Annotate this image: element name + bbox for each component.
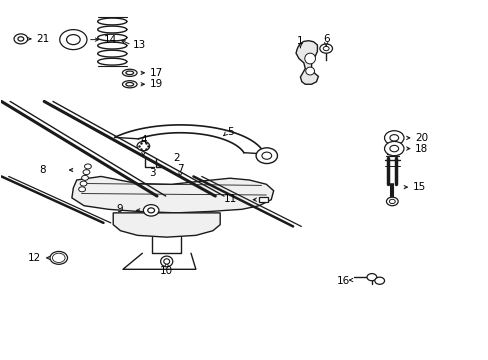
Text: 12: 12 [28, 253, 41, 263]
Ellipse shape [160, 256, 172, 267]
Circle shape [84, 164, 91, 169]
Text: 6: 6 [323, 34, 329, 44]
Circle shape [55, 255, 62, 261]
Circle shape [81, 175, 88, 180]
Circle shape [143, 204, 159, 216]
Circle shape [366, 274, 376, 281]
Polygon shape [72, 176, 273, 213]
Circle shape [79, 187, 85, 192]
Circle shape [18, 37, 24, 41]
Ellipse shape [305, 67, 314, 75]
Circle shape [384, 141, 403, 156]
Text: 3: 3 [148, 168, 155, 178]
Text: 2: 2 [173, 153, 179, 163]
Ellipse shape [163, 259, 169, 264]
Text: 17: 17 [149, 68, 163, 78]
Circle shape [83, 170, 90, 175]
Polygon shape [113, 213, 220, 237]
Circle shape [137, 141, 149, 151]
Ellipse shape [122, 81, 137, 88]
Circle shape [323, 46, 328, 51]
FancyBboxPatch shape [259, 197, 267, 202]
Circle shape [50, 251, 67, 264]
Circle shape [147, 208, 154, 213]
Circle shape [52, 253, 65, 262]
Text: 5: 5 [227, 127, 234, 138]
Circle shape [389, 135, 398, 141]
Circle shape [80, 181, 87, 186]
Text: 13: 13 [133, 40, 146, 50]
Ellipse shape [304, 53, 315, 64]
Text: 18: 18 [414, 144, 427, 154]
Circle shape [374, 277, 384, 284]
Text: 16: 16 [336, 276, 349, 286]
Polygon shape [295, 41, 318, 84]
Circle shape [389, 145, 398, 152]
Text: 10: 10 [159, 266, 172, 276]
Circle shape [386, 197, 397, 206]
Ellipse shape [122, 69, 137, 76]
Text: 9: 9 [116, 204, 123, 214]
Circle shape [388, 199, 394, 203]
Circle shape [262, 152, 271, 159]
Text: 1: 1 [296, 36, 303, 46]
Ellipse shape [125, 71, 133, 75]
Ellipse shape [125, 82, 133, 86]
Text: 21: 21 [36, 34, 49, 44]
Text: 19: 19 [149, 79, 163, 89]
Circle shape [256, 148, 277, 163]
Text: 7: 7 [177, 163, 183, 174]
Text: 15: 15 [412, 182, 425, 192]
Text: 14: 14 [104, 35, 117, 45]
Circle shape [66, 35, 80, 45]
Text: 11: 11 [224, 194, 237, 204]
Text: 4: 4 [140, 135, 146, 145]
Circle shape [14, 34, 28, 44]
Circle shape [319, 44, 332, 53]
Text: 20: 20 [414, 133, 427, 143]
Circle shape [60, 30, 87, 50]
Text: 8: 8 [39, 165, 46, 175]
Circle shape [384, 131, 403, 145]
